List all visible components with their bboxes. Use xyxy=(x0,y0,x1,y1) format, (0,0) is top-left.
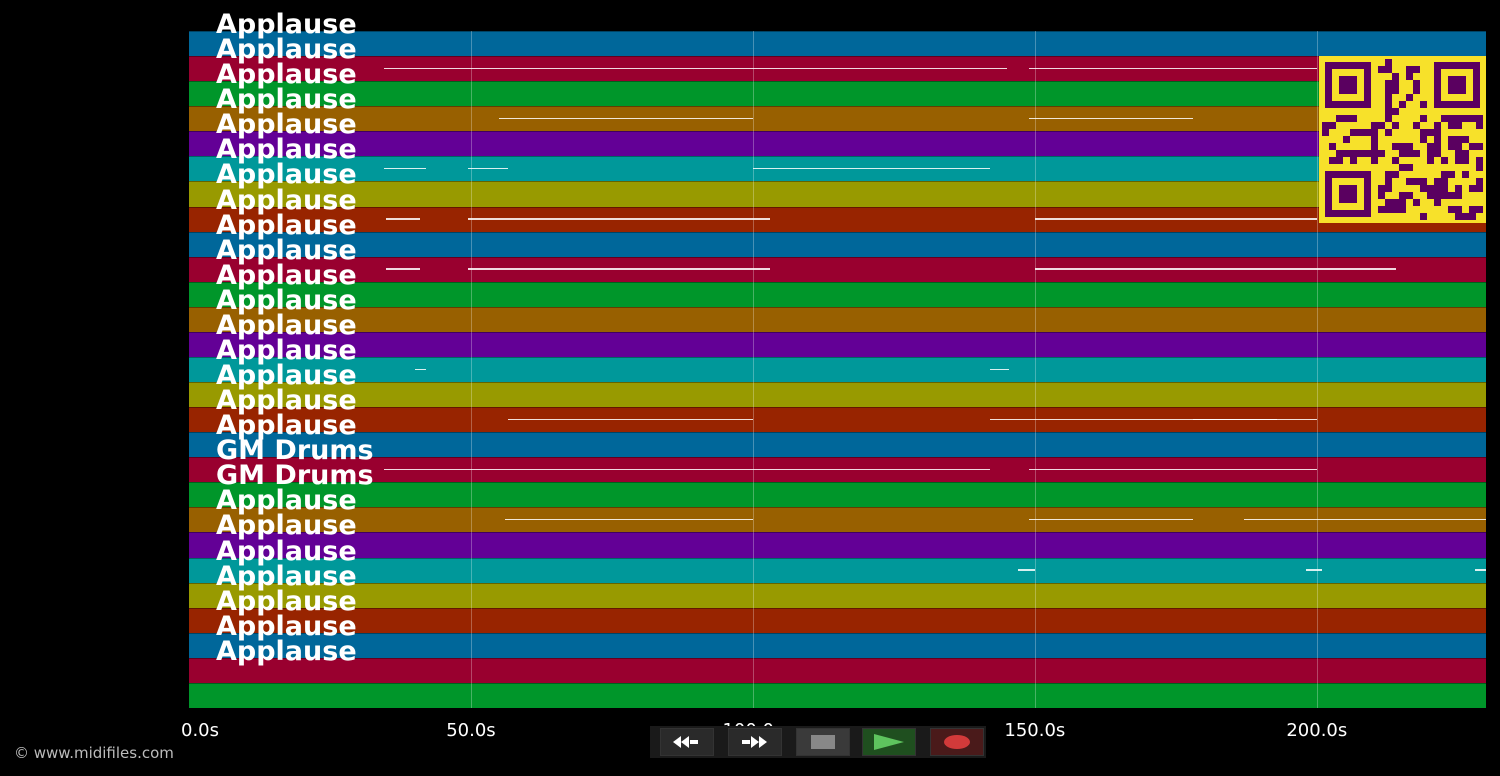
track-label: Applause xyxy=(216,535,357,567)
note-segment xyxy=(386,268,421,270)
track-label: Applause xyxy=(216,34,357,66)
track-label: Applause xyxy=(216,209,357,241)
note-segment xyxy=(989,368,1010,370)
track-label: Applause xyxy=(216,9,357,40)
note-segment xyxy=(1029,67,1317,70)
track-label: GM Drums xyxy=(216,460,374,492)
note-segment xyxy=(1017,569,1035,571)
time-tick-label: 200.0s xyxy=(1286,720,1348,741)
grid-line xyxy=(1034,31,1036,708)
grid-line xyxy=(1316,31,1318,708)
note-segment xyxy=(1474,569,1486,571)
track-lane xyxy=(189,181,1486,207)
stop-button[interactable] xyxy=(796,728,850,756)
track-label: Applause xyxy=(216,485,357,517)
note-segment xyxy=(383,468,990,471)
track-lane xyxy=(189,432,1486,458)
note-segment xyxy=(507,418,753,421)
track-label: Applause xyxy=(216,59,357,91)
copyright-text: © www.midifiles.com xyxy=(14,744,174,762)
note-segment xyxy=(499,117,753,120)
track-lane xyxy=(189,306,1486,332)
track-label: Applause xyxy=(216,259,357,291)
track-label: Applause xyxy=(216,610,357,642)
note-segment xyxy=(1029,468,1317,471)
note-segment xyxy=(386,218,421,220)
note-segment xyxy=(1029,117,1193,120)
track-label: Applause xyxy=(216,109,357,141)
track-lane xyxy=(189,31,1486,57)
qr-code-icon xyxy=(1322,59,1483,220)
time-tick-label: 0.0s xyxy=(181,720,220,741)
time-tick-label: 150.0s xyxy=(1004,720,1066,741)
track-lane xyxy=(189,632,1486,658)
track-lane xyxy=(189,281,1486,307)
rewind-button[interactable] xyxy=(660,728,714,756)
note-segment xyxy=(1034,218,1317,220)
note-segment xyxy=(752,167,990,170)
track-lane xyxy=(189,81,1486,107)
track-lane xyxy=(189,532,1486,558)
track-label: Applause xyxy=(216,234,357,266)
track-lane xyxy=(189,607,1486,633)
note-segment xyxy=(1034,268,1396,270)
note-segment xyxy=(1029,518,1193,521)
time-tick-label: 50.0s xyxy=(446,720,496,741)
note-segment xyxy=(1192,418,1317,421)
track-label: Applause xyxy=(216,134,357,166)
track-lane xyxy=(189,106,1486,132)
grid-line xyxy=(752,31,754,708)
track-lane xyxy=(189,356,1486,383)
note-segment xyxy=(414,368,426,370)
track-label: Applause xyxy=(216,284,357,316)
piano-roll xyxy=(189,31,1486,708)
play-icon xyxy=(873,733,905,751)
note-segment xyxy=(383,67,1007,70)
track-lane xyxy=(189,582,1486,608)
track-lane xyxy=(189,231,1486,257)
note-segment xyxy=(468,167,508,170)
note-segment xyxy=(468,268,770,270)
track-lane xyxy=(189,557,1486,583)
qr-code xyxy=(1319,56,1486,223)
play-button[interactable] xyxy=(862,728,916,756)
grid-line xyxy=(470,31,472,708)
track-label: Applause xyxy=(216,410,357,442)
track-label: Applause xyxy=(216,635,357,667)
track-label: Applause xyxy=(216,159,357,191)
track-lane xyxy=(189,482,1486,508)
note-segment xyxy=(468,218,770,220)
track-label: GM Drums xyxy=(216,435,374,467)
transport-controls xyxy=(650,726,986,758)
note-segment xyxy=(1305,569,1323,571)
fast-forward-icon xyxy=(739,734,771,750)
track-lane xyxy=(189,682,1486,708)
track-label: Applause xyxy=(216,309,357,341)
track-lane xyxy=(189,131,1486,157)
track-lane xyxy=(189,331,1486,357)
note-segment xyxy=(1029,418,1278,421)
note-segment xyxy=(504,518,753,521)
track-label: Applause xyxy=(216,510,357,542)
track-label: Applause xyxy=(216,184,357,216)
track-lane xyxy=(189,382,1486,408)
note-segment xyxy=(383,167,426,170)
note-segment xyxy=(989,418,1030,421)
rewind-icon xyxy=(671,734,703,750)
track-label: Applause xyxy=(216,385,357,417)
fast-forward-button[interactable] xyxy=(728,728,782,756)
record-icon xyxy=(943,734,971,750)
track-label: Applause xyxy=(216,334,357,366)
record-button[interactable] xyxy=(930,728,984,756)
track-label: Applause xyxy=(216,560,357,592)
track-label: Applause xyxy=(216,360,357,392)
stop-icon xyxy=(810,734,836,750)
note-segment xyxy=(1243,518,1486,521)
track-label: Applause xyxy=(216,585,357,617)
track-lane xyxy=(189,657,1486,683)
track-label: Applause xyxy=(216,84,357,116)
